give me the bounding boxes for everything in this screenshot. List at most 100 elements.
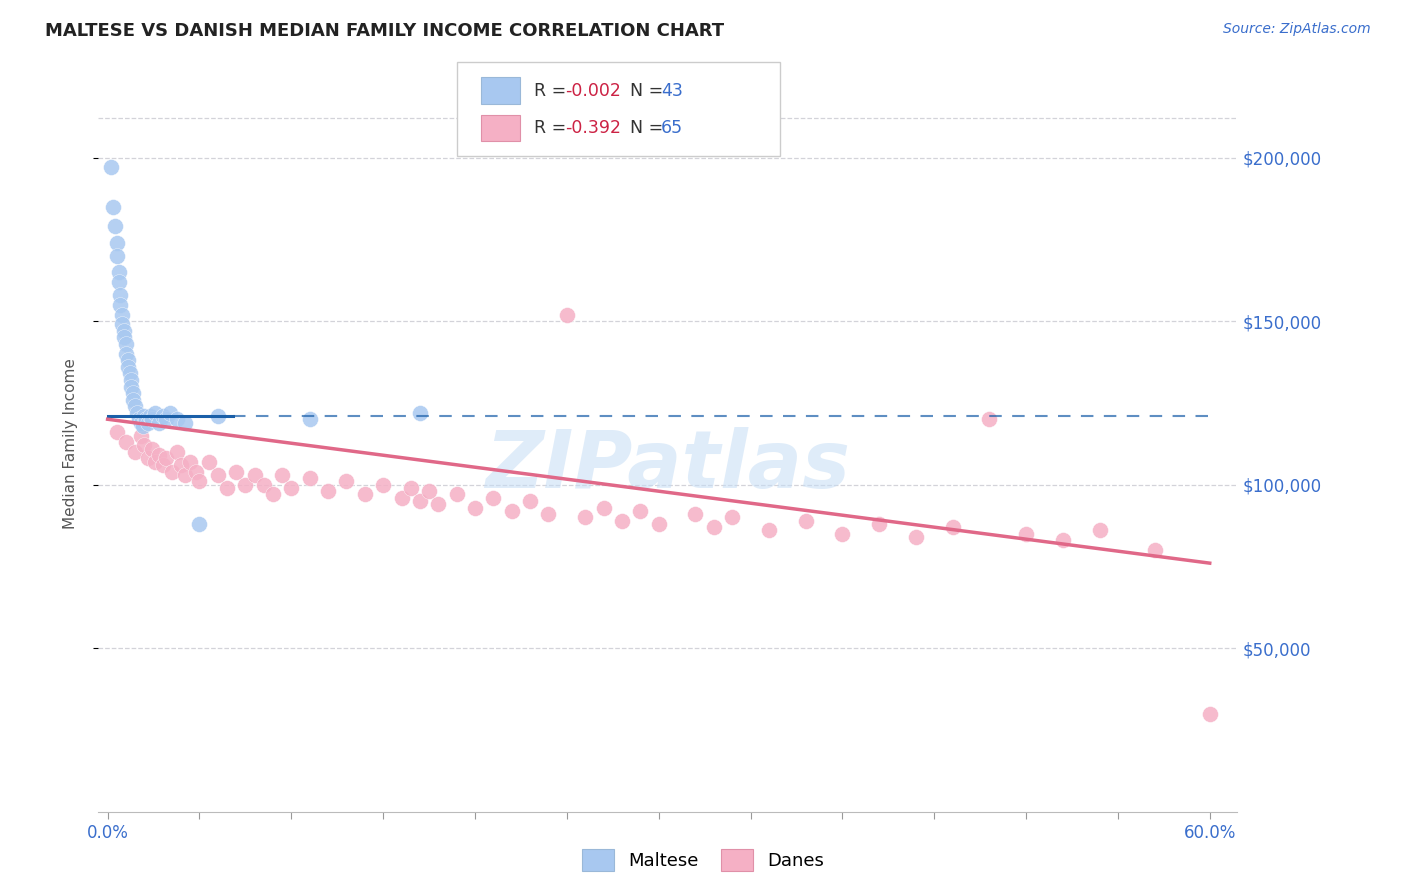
Point <box>173 416 195 430</box>
Point <box>155 412 177 426</box>
Point <box>399 481 422 495</box>
Point <box>758 524 780 538</box>
Point <box>446 487 468 501</box>
Point <box>128 412 150 426</box>
Point <box>207 467 229 482</box>
Point <box>628 504 651 518</box>
Point <box>121 373 143 387</box>
Point <box>519 494 541 508</box>
Point <box>1052 533 1074 548</box>
Point <box>110 298 132 312</box>
Text: R =: R = <box>534 119 572 136</box>
Text: -0.392: -0.392 <box>565 119 621 136</box>
Point <box>335 475 357 489</box>
Point <box>262 487 284 501</box>
Point <box>115 435 138 450</box>
Point <box>101 200 124 214</box>
Point <box>235 477 257 491</box>
Point <box>124 445 146 459</box>
Point <box>179 455 201 469</box>
Point <box>100 161 122 175</box>
Point <box>115 337 138 351</box>
Point <box>124 399 146 413</box>
Point <box>794 514 817 528</box>
Point <box>122 386 145 401</box>
Point <box>166 445 188 459</box>
Point <box>136 451 159 466</box>
Point <box>118 367 141 381</box>
Point <box>112 330 135 344</box>
Point <box>131 418 153 433</box>
Point <box>225 465 247 479</box>
Point <box>685 507 707 521</box>
Point <box>574 510 596 524</box>
Point <box>464 500 486 515</box>
Point <box>418 484 440 499</box>
Text: R =: R = <box>534 82 572 100</box>
Point <box>112 324 135 338</box>
Point <box>139 409 162 423</box>
Point <box>979 412 1001 426</box>
Point <box>298 412 321 426</box>
Point <box>831 526 853 541</box>
Point <box>1198 706 1220 721</box>
Point <box>298 471 321 485</box>
Point <box>160 465 183 479</box>
Point <box>184 465 207 479</box>
Point <box>253 477 276 491</box>
Point <box>647 516 669 531</box>
Point <box>610 514 633 528</box>
Point <box>409 406 432 420</box>
Point <box>105 425 128 440</box>
Point <box>537 507 560 521</box>
Point <box>942 520 965 534</box>
Point <box>135 412 157 426</box>
Point <box>371 477 394 491</box>
Point <box>188 516 211 531</box>
Point <box>316 484 339 499</box>
Point <box>152 409 174 423</box>
Point <box>136 416 159 430</box>
Point <box>117 359 139 374</box>
Point <box>121 379 143 393</box>
Point <box>107 275 129 289</box>
Point <box>1015 526 1038 541</box>
Text: MALTESE VS DANISH MEDIAN FAMILY INCOME CORRELATION CHART: MALTESE VS DANISH MEDIAN FAMILY INCOME C… <box>45 22 724 40</box>
Point <box>134 409 156 423</box>
Point <box>105 249 128 263</box>
Point <box>145 406 167 420</box>
Point <box>904 530 927 544</box>
Point <box>107 265 129 279</box>
Legend: Maltese, Danes: Maltese, Danes <box>575 842 831 879</box>
Point <box>243 467 266 482</box>
Text: Source: ZipAtlas.com: Source: ZipAtlas.com <box>1223 22 1371 37</box>
Point <box>188 475 211 489</box>
Point <box>141 412 163 426</box>
Point <box>1143 543 1166 558</box>
Point <box>148 416 170 430</box>
Point <box>173 467 195 482</box>
Point <box>501 504 523 518</box>
Text: 65: 65 <box>661 119 683 136</box>
Point <box>197 455 219 469</box>
Y-axis label: Median Family Income: Median Family Income <box>63 359 77 529</box>
Point <box>427 497 450 511</box>
Point <box>125 406 148 420</box>
Point <box>215 481 238 495</box>
Point <box>115 347 138 361</box>
Point <box>207 409 229 423</box>
Point <box>111 318 134 332</box>
Point <box>592 500 614 515</box>
Point <box>1088 524 1111 538</box>
Point <box>391 491 413 505</box>
Point <box>159 406 181 420</box>
Point <box>155 451 177 466</box>
Point <box>129 428 152 442</box>
Point <box>353 487 375 501</box>
Point <box>104 219 127 234</box>
Text: ZIPatlas: ZIPatlas <box>485 427 851 505</box>
Point <box>111 308 134 322</box>
Point <box>122 392 145 407</box>
Text: 43: 43 <box>661 82 683 100</box>
Text: -0.002: -0.002 <box>565 82 621 100</box>
